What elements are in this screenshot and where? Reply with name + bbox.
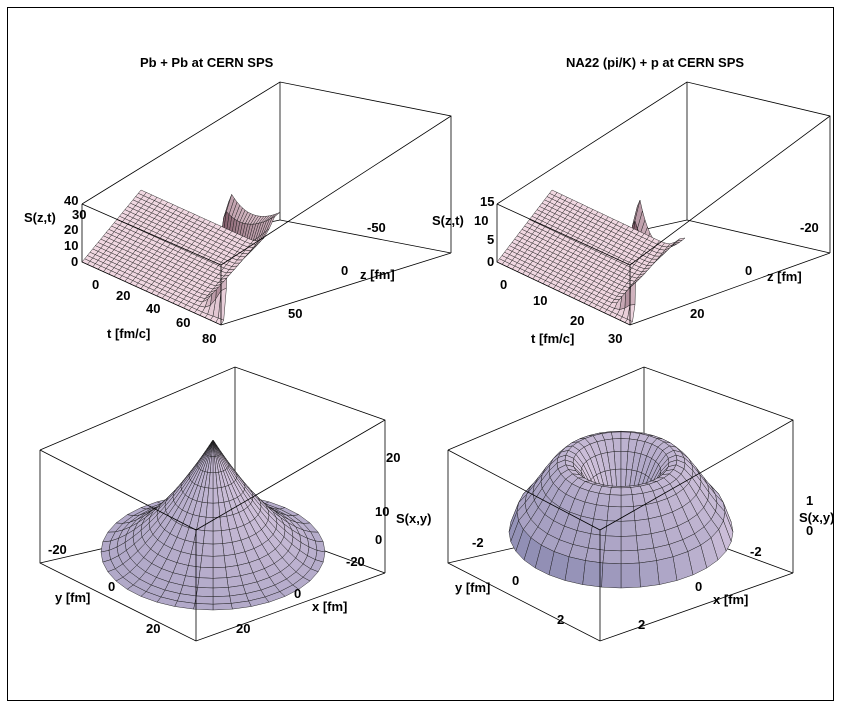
panel-1-zlabel: S(z,t) [24, 210, 56, 225]
panel-4-xtick-0: 0 [695, 579, 702, 594]
panel-1-xtick-60: 60 [176, 315, 190, 330]
panel-4-surface-cell-11-8 [620, 535, 638, 552]
panel-1-ytick-neg50: -50 [367, 220, 386, 235]
panel-1-ztick-40: 40 [64, 193, 78, 208]
panel-4-surface-cell-12-10 [585, 547, 605, 564]
panel-4-surface-cell-6-27 [620, 431, 631, 440]
panel-4-ylabel: y [fm] [455, 580, 490, 595]
panel-4-ytick-0: 0 [512, 573, 519, 588]
panel-4-surface [508, 430, 734, 589]
panel-4-zlabel: S(x,y) [799, 510, 834, 525]
panel-1-surface-cell-0-21 [137, 189, 147, 196]
panel-4-surface-cell-13-7 [638, 560, 660, 588]
panel-1-xtick-0: 0 [92, 277, 99, 292]
panel-4-surface-cell-11-7 [636, 533, 655, 551]
panel-4-surface-cell-13-9 [601, 562, 622, 589]
panel-2-surface [496, 189, 686, 326]
panel-4-surface-cell-11-10 [587, 533, 606, 551]
panel-4-ztick-0: 0 [806, 523, 813, 538]
panel-4-ytick-2: 2 [557, 612, 564, 627]
panel-1-ztick-30: 30 [72, 207, 86, 222]
panel-4-surface-cell-9-10 [593, 504, 609, 521]
panel-4-surface-cell-7-9 [609, 487, 622, 496]
panel-4-ztick-1: 1 [806, 493, 813, 508]
panel-1-ylabel: z [fm] [360, 267, 395, 282]
panel-1-ztick-20: 20 [64, 222, 78, 237]
panel-1-xtick-40: 40 [146, 301, 160, 316]
panel-4-surface-cell-9-7 [633, 504, 649, 521]
panel-1-ztick-10: 10 [64, 238, 78, 253]
panel-1-ztick-0: 0 [71, 254, 78, 269]
panel-4-surface-cell-8-10 [596, 493, 611, 507]
panel-1-xtick-20: 20 [116, 288, 130, 303]
panel-4-surface-cell-11-9 [604, 535, 622, 552]
panel-4-ytick-neg2: -2 [472, 535, 484, 550]
panel-1-box-front [81, 115, 452, 326]
panel-4-surface-cell-13-8 [620, 562, 641, 589]
panel-4-surface-cell-7-8 [620, 487, 633, 496]
panel-1-ytick-0: 0 [341, 263, 348, 278]
panel-4-surface-cell-12-8 [620, 549, 640, 565]
panel-4-xtick-neg2: -2 [750, 544, 762, 559]
panel-1-xtick-80: 80 [202, 331, 216, 346]
panel-4-surface-cell-8-8 [620, 494, 634, 508]
panel-2-title: NA22 (pi/K) + p at CERN SPS [566, 55, 745, 70]
panel-4-xlabel: x [fm] [713, 592, 748, 607]
panel-4-surface-cell-12-9 [602, 549, 622, 565]
panel-4-surface-cell-8-9 [608, 494, 622, 508]
panel-1-title: Pb + Pb at CERN SPS [140, 55, 274, 70]
panel-1-xlabel: t [fm/c] [107, 326, 150, 341]
panel-4-surface-cell-6-26 [611, 431, 622, 440]
panel-4-surface-cell-8-7 [631, 493, 646, 507]
panel-4-surface-cell-10-8 [620, 520, 637, 537]
panel-4-surface-cell-12-7 [637, 547, 657, 564]
panel-1-ytick-50: 50 [288, 306, 302, 321]
panel-4-surface-cell-10-7 [634, 518, 652, 537]
panel-4-surface-cell-10-9 [605, 520, 622, 537]
panel-4-xtick-2: 2 [638, 617, 645, 632]
panel-1-surface [81, 189, 281, 326]
